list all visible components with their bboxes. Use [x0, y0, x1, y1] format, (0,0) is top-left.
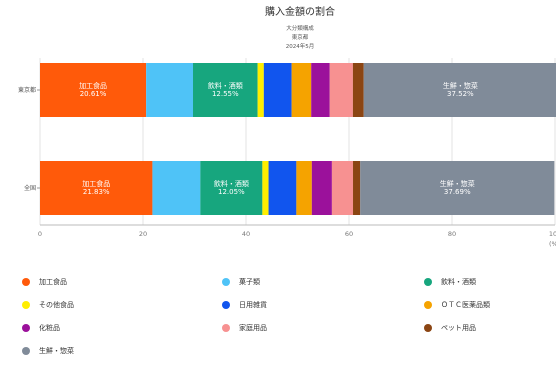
bar-segment: [257, 63, 264, 117]
bar-segment: [268, 161, 297, 215]
chart-subtitle-2: 東京都: [292, 33, 309, 41]
legend-item[interactable]: 加工食品: [22, 274, 67, 290]
legend-label: ＯＴＣ医薬品類: [441, 301, 490, 309]
x-axis-unit-label: (%: [549, 240, 556, 248]
data-label-name: 飲料・酒類: [208, 81, 243, 90]
legend-label: その他食品: [39, 301, 74, 309]
bar-segment: [193, 63, 258, 117]
bar-segment: [352, 63, 364, 117]
data-label-value: 12.05%: [218, 188, 245, 196]
bar-segment: [262, 161, 269, 215]
legend-swatch: [22, 324, 30, 332]
bar-segment: [40, 161, 153, 215]
legend-label: 日用雑貨: [239, 301, 267, 309]
data-label-value: 20.61%: [80, 90, 107, 98]
bar-segment: [291, 63, 312, 117]
data-label-name: 加工食品: [82, 179, 110, 188]
x-tick-label: 80: [448, 230, 456, 238]
bar-segment: [200, 161, 263, 215]
data-label-name: 生鮮・惣菜: [443, 81, 478, 90]
x-tick-label: 20: [139, 230, 147, 238]
legend-item[interactable]: 家庭用品: [222, 320, 267, 336]
chart-subtitle-1: 大分類構成: [286, 24, 314, 32]
x-tick-label: 0: [38, 230, 42, 238]
plot-area: 加工食品20.61%飲料・酒類12.55%生鮮・惣菜37.52%東京都加工食品2…: [18, 58, 556, 248]
category-tick-label: 東京都: [18, 86, 36, 94]
chart-title: 購入金額の割合: [265, 5, 335, 18]
legend: 加工食品 菓子類 飲料・酒類その他食品 日用雑貨 ＯＴＣ医薬品類化粧品 家庭用品 ペット用品…: [0, 270, 556, 365]
bar-segment: [40, 63, 147, 117]
legend-item[interactable]: 化粧品: [22, 320, 60, 336]
legend-swatch: [424, 324, 432, 332]
chart-subtitle-3: 2024年5月: [286, 42, 315, 50]
bar-segment: [311, 63, 330, 117]
stacked-bar-chart: 購入金額の割合 大分類構成 東京都 2024年5月 加工食品20.61%飲料・酒…: [18, 5, 556, 248]
bar-segment: [353, 161, 361, 215]
legend-item[interactable]: その他食品: [22, 297, 74, 313]
legend-label: 加工食品: [39, 278, 67, 286]
legend-swatch: [424, 301, 432, 309]
legend-swatch: [222, 301, 230, 309]
legend-label: 飲料・酒類: [441, 278, 476, 286]
legend-label: 生鮮・惣菜: [39, 347, 74, 355]
legend-swatch: [22, 301, 30, 309]
legend-label: ペット用品: [441, 324, 476, 332]
bar-segment: [263, 63, 292, 117]
bar-segment: [296, 161, 312, 215]
data-label-name: 生鮮・惣菜: [440, 179, 475, 188]
data-label-name: 加工食品: [79, 81, 107, 90]
x-tick-label: 40: [242, 230, 250, 238]
data-label-value: 37.69%: [444, 188, 471, 196]
legend-label: 菓子類: [239, 278, 260, 286]
data-label-value: 21.83%: [83, 188, 110, 196]
bar-segment: [363, 63, 556, 117]
x-tick-label: 60: [345, 230, 353, 238]
bar-segment: [146, 63, 194, 117]
legend-swatch: [22, 278, 30, 286]
legend-swatch: [22, 347, 30, 355]
data-label-name: 飲料・酒類: [214, 179, 249, 188]
bar-segment: [329, 63, 353, 117]
legend-item[interactable]: 日用雑貨: [222, 297, 267, 313]
legend-label: 化粧品: [39, 324, 60, 332]
legend-item[interactable]: ペット用品: [424, 320, 476, 336]
bar-segment: [331, 161, 354, 215]
legend-item[interactable]: 生鮮・惣菜: [22, 343, 74, 359]
bar-segment: [311, 161, 332, 215]
x-tick-label: 10: [549, 230, 556, 238]
legend-item[interactable]: 菓子類: [222, 274, 260, 290]
category-tick-label: 全国: [24, 184, 36, 192]
legend-label: 家庭用品: [239, 324, 267, 332]
legend-swatch: [222, 278, 230, 286]
legend-swatch: [424, 278, 432, 286]
data-label-value: 37.52%: [447, 90, 474, 98]
legend-item[interactable]: 飲料・酒類: [424, 274, 476, 290]
legend-swatch: [222, 324, 230, 332]
legend-item[interactable]: ＯＴＣ医薬品類: [424, 297, 490, 313]
data-label-value: 12.55%: [212, 90, 239, 98]
bar-segment: [360, 161, 555, 215]
bar-segment: [152, 161, 201, 215]
